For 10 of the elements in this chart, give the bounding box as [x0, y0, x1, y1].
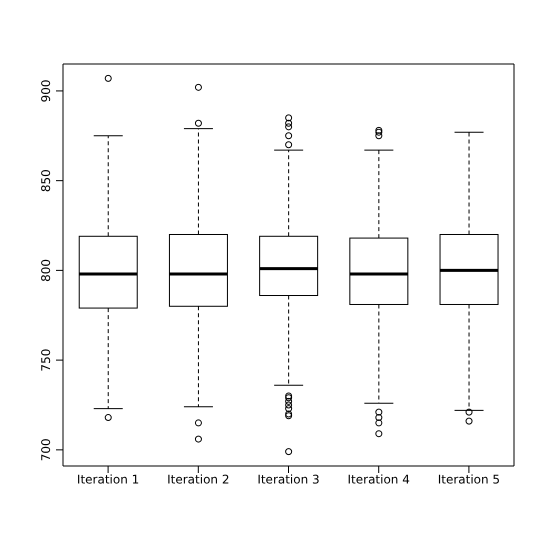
x-tick-label: Iteration 3: [257, 472, 320, 487]
y-tick-label: 850: [39, 169, 53, 192]
x-tick-label: Iteration 4: [348, 472, 410, 487]
y-tick-label: 900: [39, 79, 53, 102]
x-tick-label: Iteration 1: [76, 472, 140, 487]
x-tick-label: Iteration 2: [167, 472, 230, 487]
x-tick-label: Iteration 5: [438, 472, 500, 487]
y-tick-label: 750: [39, 348, 53, 372]
y-tick-label: 800: [39, 258, 53, 282]
y-tick-label: 700: [39, 438, 53, 462]
